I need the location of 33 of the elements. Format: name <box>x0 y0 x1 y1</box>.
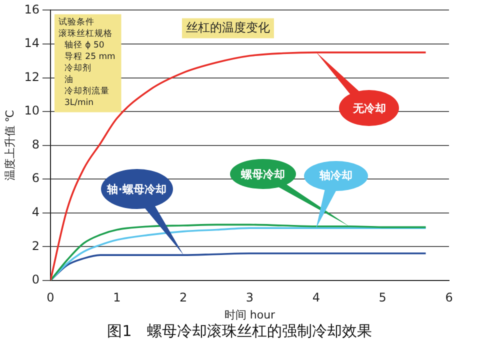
annotation: 轴径 ϕ 50 <box>64 39 104 50</box>
annotation: 3L/min <box>64 98 94 108</box>
y-tick-label: 14 <box>24 36 40 50</box>
text: 丝杠的温度变化 <box>186 20 270 34</box>
speech-bubble: 轴冷却 <box>304 160 368 191</box>
annotation: 滚珠丝杠规格 <box>58 28 112 39</box>
caption: 图1 螺母冷却滚珠丝杠的强制冷却效果 <box>106 322 373 341</box>
annotation: 试验条件 <box>58 16 94 28</box>
annotation: 冷却剂 <box>64 62 92 74</box>
y-tick-label: 6 <box>32 171 40 186</box>
line-series <box>50 52 427 280</box>
speech-bubble: 无冷却 <box>339 90 400 126</box>
y-tick-label: 12 <box>24 70 40 84</box>
x-tick-label: 6 <box>445 290 453 305</box>
x-tick-label: 0 <box>46 290 54 305</box>
x-tick-label: 1 <box>113 290 121 305</box>
y-tick-label: 2 <box>32 238 40 253</box>
x-tick-label: 3 <box>246 290 254 305</box>
x-axis-title: 时间 hour <box>224 308 276 322</box>
speech-bubble: 轴·螺母冷却 <box>100 169 173 210</box>
x-tick-label: 4 <box>312 290 320 305</box>
y-tick-label: 16 <box>24 2 40 16</box>
annotation: 油 <box>64 74 74 85</box>
x-tick-label: 2 <box>179 290 188 305</box>
y-tick-label: 0 <box>32 272 40 287</box>
y-tick-label: 10 <box>24 104 40 118</box>
y-axis-title: 温度上升值 ℃ <box>3 110 16 181</box>
annotation: 导程 25 mm <box>64 50 116 62</box>
speech-bubble: 螺母冷却 <box>230 159 296 189</box>
annotation: 冷却剂流量 <box>64 85 110 96</box>
y-tick-label: 8 <box>32 137 40 152</box>
x-tick-label: 5 <box>378 290 386 305</box>
y-tick-label: 4 <box>32 204 40 219</box>
